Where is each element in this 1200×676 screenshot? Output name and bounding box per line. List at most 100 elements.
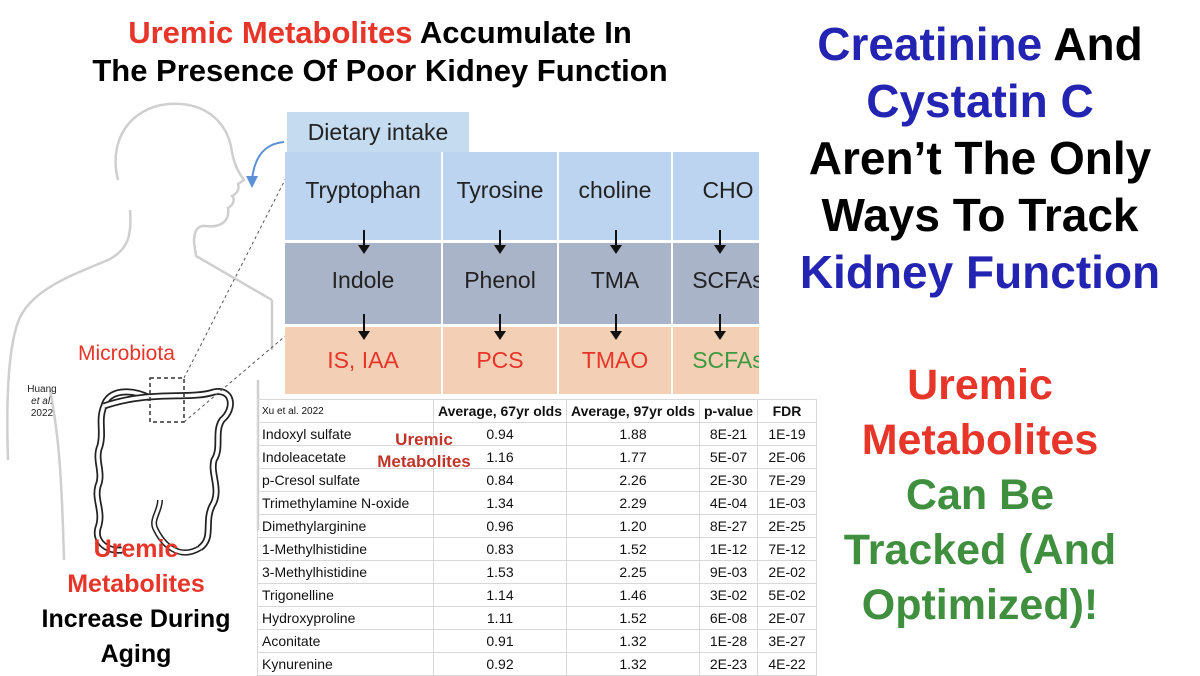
table-cell: 0.83 [433, 537, 567, 561]
intermediate-cell: SCFAs [692, 266, 759, 293]
metabolite-name: Aconitate [257, 629, 434, 653]
citation-author: Huang [27, 384, 57, 395]
table-cell: 2E-02 [757, 560, 818, 584]
table-header-col: p-value [698, 399, 759, 423]
and-text: And [1042, 18, 1143, 70]
arrow-down-icon [494, 314, 506, 340]
metabolite-pathway-diagram: Dietary intake Tryptophan Tyrosine choli… [285, 112, 759, 394]
arrow-down-icon [610, 230, 622, 254]
aging-caption-line2: Metabolites [67, 570, 205, 598]
precursor-row: Tryptophan Tyrosine choline CHO [285, 152, 759, 228]
headline-line2: The Presence Of Poor Kidney Function [92, 53, 668, 88]
product-cell: SCFAs [692, 346, 759, 373]
headline-line1-rest: Accumulate In [412, 15, 632, 50]
table-cell: 5E-07 [698, 445, 759, 469]
table-cell: 2E-25 [757, 514, 818, 538]
metabolite-name: p-Cresol sulfate [257, 468, 434, 492]
aging-caption: Uremic Metabolites Increase During Aging [18, 532, 254, 672]
table-cell: 2E-23 [698, 652, 759, 676]
right-bottom-message: Uremic Metabolites Can Be Tracked (And O… [770, 358, 1190, 633]
table-cell: 5E-02 [757, 583, 818, 607]
table-row: Trigonelline 1.14 1.46 3E-02 5E-02 [257, 583, 818, 607]
precursor-cell: Tyrosine [456, 176, 544, 203]
metabolite-name: Dimethylarginine [257, 514, 434, 538]
table-row: Dimethylarginine 0.96 1.20 8E-27 2E-25 [257, 514, 818, 538]
table-cell: 1.53 [433, 560, 567, 584]
arrow-head-icon [246, 176, 258, 188]
intermediate-row: Indole Phenol TMA SCFAs [285, 242, 759, 318]
right-top-line1: Creatinine And [770, 16, 1190, 73]
metabolite-name: Trigonelline [257, 583, 434, 607]
intermediate-cell: TMA [590, 266, 640, 293]
table-cell: 1.32 [566, 652, 700, 676]
arrow-down-icon [610, 314, 622, 340]
table-overlay-line1: Uremic [395, 430, 453, 449]
table-cell: 2.25 [566, 560, 700, 584]
table-cell: 1.46 [566, 583, 700, 607]
table-row: Trimethylamine N-oxide 1.34 2.29 4E-04 1E-03 [257, 491, 818, 515]
right-bottom-line4: Tracked (And [843, 526, 1117, 574]
metabolite-name: Indoxyl sulfate [257, 422, 434, 446]
headline-line1: Uremic Metabolites Accumulate In [0, 14, 760, 52]
table-cell: 8E-21 [698, 422, 759, 446]
intermediate-cell: Phenol [464, 266, 536, 293]
table-cell: 1.16 [433, 445, 567, 469]
table-row: Aconitate 0.91 1.32 1E-28 3E-27 [257, 629, 818, 653]
table-cell: 1.11 [433, 606, 567, 630]
table-cell: 1E-12 [698, 537, 759, 561]
metabolite-name: Indoleacetate [257, 445, 434, 469]
creatinine-text: Creatinine [817, 18, 1043, 70]
headline: Uremic Metabolites Accumulate In The Pre… [0, 14, 760, 90]
aging-caption-line3: Increase During [41, 605, 231, 633]
right-bottom-line3: Can Be [905, 471, 1055, 519]
table-cell: 3E-02 [698, 583, 759, 607]
right-top-message: Creatinine And Cystatin C Aren’t The Onl… [770, 16, 1190, 301]
metabolite-name: Kynurenine [257, 652, 434, 676]
table-row: Kynurenine 0.92 1.32 2E-23 4E-22 [257, 652, 818, 676]
metabolite-name: Trimethylamine N-oxide [257, 491, 434, 515]
table-cell: 8E-27 [698, 514, 759, 538]
table-cell: 7E-29 [757, 468, 818, 492]
table-cell: 0.92 [433, 652, 567, 676]
table-overlay-line2: Metabolites [377, 452, 471, 471]
intestine-icon [93, 388, 234, 556]
table-cell: 0.91 [433, 629, 567, 653]
citation-etal: et al. [31, 396, 53, 407]
table-row: Indoxyl sulfate 0.94 1.88 8E-21 1E-19 [257, 422, 818, 446]
table-cell: 2.26 [566, 468, 700, 492]
arrow-down-icon [358, 230, 370, 254]
cystatin-text: Cystatin C [866, 75, 1094, 127]
table-row: Indoleacetate 1.16 1.77 5E-07 2E-06 [257, 445, 818, 469]
table-cell: 2E-07 [757, 606, 818, 630]
arrow-down-icon [358, 314, 370, 340]
table-cell: 0.94 [433, 422, 567, 446]
right-top-line4: Ways To Track [821, 189, 1139, 241]
metabolite-name: Hydroxyproline [257, 606, 434, 630]
table-cell: 1.88 [566, 422, 700, 446]
metabolite-table: Xu et al. 2022 Average, 67yr olds Averag… [257, 399, 818, 676]
aging-caption-line1: Uremic [93, 535, 179, 563]
table-cell: 1.32 [566, 629, 700, 653]
metabolite-name: 3-Methylhistidine [257, 560, 434, 584]
table-cell: 4E-22 [757, 652, 818, 676]
right-bottom-line1: Uremic [907, 361, 1053, 409]
table-row: 3-Methylhistidine 1.53 2.25 9E-03 2E-02 [257, 560, 818, 584]
table-cell: 4E-04 [698, 491, 759, 515]
table-cell: 2E-06 [757, 445, 818, 469]
precursor-cell: CHO [702, 176, 754, 203]
arrow-down-icon [714, 314, 726, 340]
table-cell: 1.52 [566, 537, 700, 561]
precursor-cell: choline [578, 176, 652, 203]
table-cell: 2E-30 [698, 468, 759, 492]
microbiota-label: Microbiota [78, 342, 175, 365]
product-cell: IS, IAA [327, 346, 399, 373]
right-bottom-line2: Metabolites [861, 416, 1099, 464]
arrow-down-icon [494, 230, 506, 254]
aging-caption-line4: Aging [100, 640, 172, 668]
right-bottom-line5: Optimized)! [861, 581, 1099, 629]
table-cell: 6E-08 [698, 606, 759, 630]
table-cell: 2.29 [566, 491, 700, 515]
precursor-cell: Tryptophan [305, 176, 421, 203]
table-cell: 7E-12 [757, 537, 818, 561]
table-header-source: Xu et al. 2022 [257, 399, 434, 423]
